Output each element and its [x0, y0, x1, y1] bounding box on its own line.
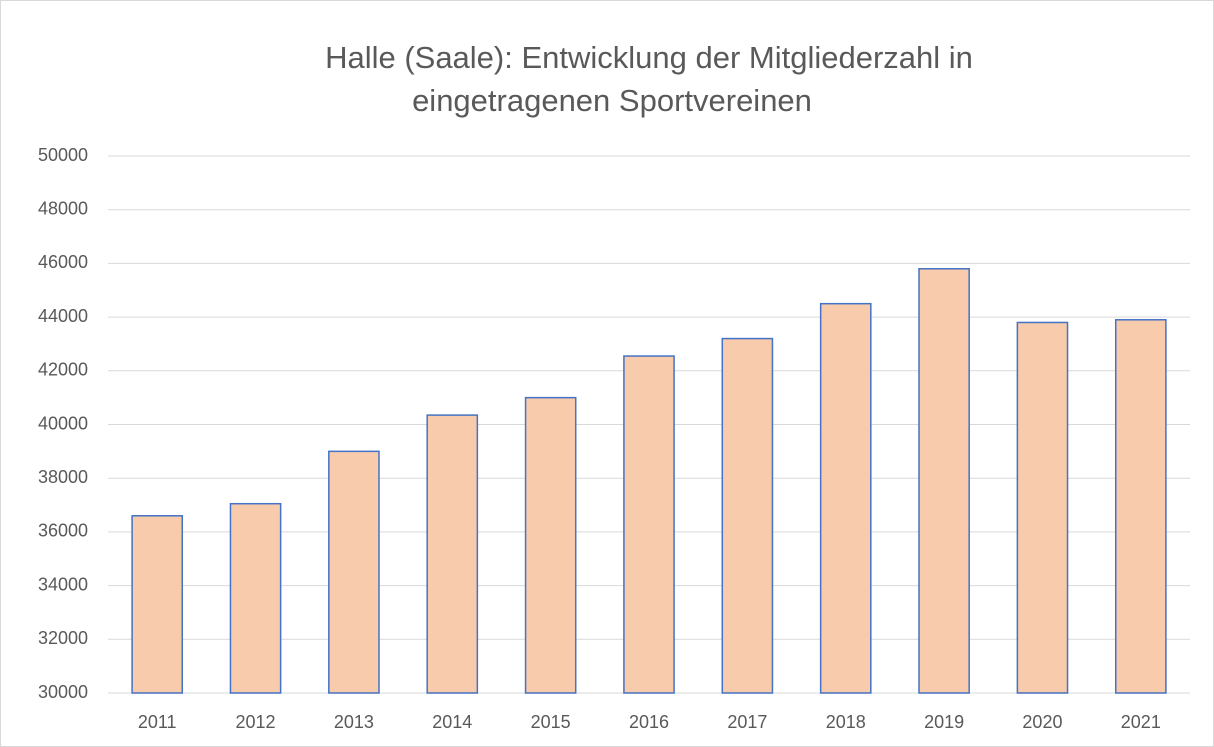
- bar: [524, 396, 577, 694]
- y-tick-label: 30000: [38, 682, 88, 702]
- bar: [1114, 319, 1167, 694]
- bar: [918, 268, 970, 694]
- x-tick-label: 2011: [138, 712, 177, 732]
- chart-title: Halle (Saale): Entwicklung der Mitgliede…: [325, 40, 973, 75]
- x-tick-label: 2017: [727, 712, 767, 732]
- y-tick-label: 50000: [38, 145, 88, 165]
- bar: [229, 502, 282, 694]
- y-tick-label: 36000: [38, 521, 88, 541]
- y-tick-label: 34000: [38, 574, 88, 594]
- y-tick-label: 48000: [38, 198, 88, 218]
- y-tick-label: 38000: [38, 467, 88, 487]
- x-tick-label: 2015: [531, 712, 571, 732]
- y-tick-label: 32000: [38, 628, 88, 648]
- bar: [131, 515, 184, 694]
- bar: [1016, 321, 1069, 694]
- x-tick-label: 2019: [924, 712, 964, 732]
- y-tick-label: 44000: [38, 306, 88, 326]
- bar: [426, 414, 479, 694]
- x-tick-label: 2013: [334, 712, 374, 732]
- x-tick-label: 2012: [236, 712, 276, 732]
- x-tick-label: 2021: [1121, 712, 1161, 732]
- chart-title: eingetragenen Sportvereinen: [412, 83, 812, 118]
- x-tick-label: 2020: [1022, 712, 1062, 732]
- bar: [328, 450, 380, 694]
- y-tick-label: 40000: [38, 413, 88, 433]
- bar: [819, 302, 872, 694]
- bar: [721, 337, 774, 694]
- x-tick-label: 2018: [826, 712, 866, 732]
- y-tick-label: 46000: [38, 252, 88, 272]
- bar: [623, 355, 675, 694]
- x-tick-label: 2016: [629, 712, 669, 732]
- x-tick-label: 2014: [432, 712, 472, 732]
- y-tick-label: 42000: [38, 360, 88, 380]
